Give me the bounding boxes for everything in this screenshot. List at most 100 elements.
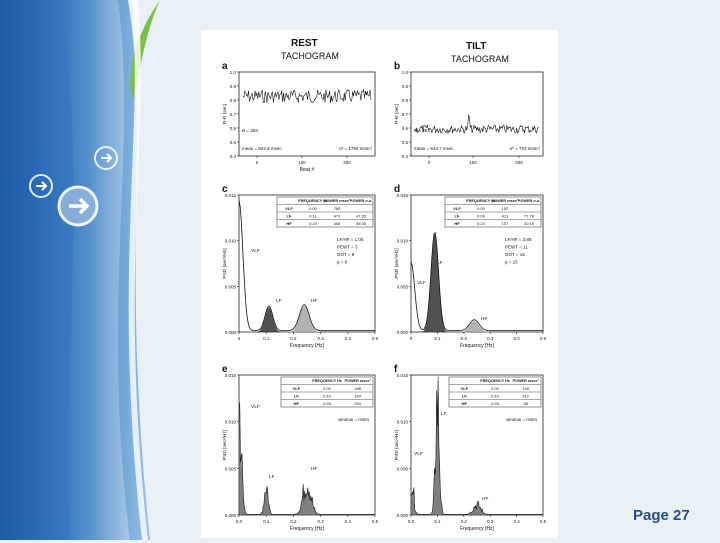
hf-band-area [239, 306, 375, 332]
mean-rr-text: mean = 644.7 msec [414, 146, 454, 151]
table-cell: HF [454, 221, 460, 226]
spectral-stat-text: p = 15 [505, 260, 518, 265]
y-axis-label: PSD [sec²/Hz] [222, 248, 228, 278]
hf-label: HF [481, 316, 487, 322]
x-tick-label: 0 [428, 160, 431, 165]
table-header: POWER msec² [324, 199, 351, 203]
table-cell: 107 [502, 221, 509, 226]
x-tick-label: 0.1 [434, 519, 441, 524]
table-cell: 479 [334, 214, 341, 219]
spectral-stat-text: PEWT = 11 [505, 245, 528, 250]
y-tick-label: 0.015 [397, 193, 409, 198]
lf-band-area [411, 234, 543, 332]
panel-letter: f [394, 364, 398, 375]
arrow-right-circle-icon [29, 174, 53, 198]
table-cell: 58 [523, 401, 528, 406]
y-axis-label: PSD [sec²/Hz] [222, 430, 228, 460]
x-tick-label: 0.5 [372, 519, 379, 524]
spectral-stat-text: PEWT = 3 [337, 245, 358, 250]
tilt-tachogram-label: TACHOGRAM [451, 54, 509, 64]
n-beats-text: N = 254 [414, 128, 430, 133]
table-cell: 413 [502, 214, 509, 219]
y-tick-label: 0.005 [225, 284, 237, 289]
panel-letter: a [222, 61, 228, 72]
table-cell: 0.00 [477, 206, 486, 211]
mean-rr-text: mean = 842.5 msec [242, 146, 282, 151]
table-header: FREQUENCY Hz [298, 199, 328, 203]
table-cell: 0.25 [491, 401, 500, 406]
spectral-stat-text: LF/HF = 1.05 [337, 237, 364, 242]
page-number: Page 27 [633, 507, 690, 524]
rest-tachogram-label: TACHOGRAM [281, 51, 339, 61]
x-tick-label: 0.4 [513, 336, 520, 341]
vlf-label: VLF [417, 280, 426, 286]
table-cell: HF [294, 401, 300, 406]
y-tick-label: 0.005 [397, 466, 409, 471]
table-cell: 47.35 [356, 214, 367, 219]
y-tick-label: 0.6 [402, 126, 409, 131]
y-tick-label: 1.0 [402, 70, 409, 75]
x-axis-label: Frequency [Hz] [460, 343, 495, 349]
variance-text: σ² = 1794 msec² [339, 146, 372, 151]
y-tick-label: 0.000 [225, 330, 237, 335]
y-tick-label: 0.6 [230, 126, 237, 131]
y-tick-label: 0.000 [397, 513, 409, 518]
table-cell: 458 [334, 221, 341, 226]
y-tick-label: 0.9 [230, 84, 237, 89]
y-tick-label: 0.5 [402, 140, 409, 145]
spectral-stat-text: OOT = 9 [337, 252, 355, 257]
panel-letter: e [222, 364, 228, 375]
hrv-figure: REST TACHOGRAM TILT TACHOGRAM 1.0 0.9 0.8 0… [201, 30, 558, 538]
psd-curve [410, 231, 543, 331]
lf-label: LF [269, 474, 275, 480]
variance-text: σ² = 723 msec² [510, 146, 541, 151]
y-tick-label: 0.5 [230, 140, 237, 145]
lf-label: LF [437, 260, 443, 266]
panel-a-rest-tachogram: 1.0 0.9 0.8 0.7 0.6 0.5 0.4 0 100 200 R-R [sec] Bea… [222, 61, 376, 173]
x-tick-label: 0.5 [540, 519, 547, 524]
lf-band-area [239, 307, 375, 332]
x-axis-label: Beat # [300, 167, 315, 173]
x-tick-label: 0.1 [263, 519, 270, 524]
table-cell: LF [294, 394, 299, 399]
y-tick-label: 0.005 [225, 466, 237, 471]
x-tick-label: 0.2 [290, 336, 297, 341]
y-tick-label: 0.8 [402, 98, 409, 103]
x-tick-label: 0.0 [236, 519, 243, 524]
table-cell: LF [287, 214, 292, 219]
x-tick-label: 200 [515, 160, 523, 165]
rest-heading: REST [291, 38, 318, 49]
table-cell: 164 [354, 394, 361, 399]
vlf-label: VLF [251, 404, 260, 410]
y-tick-label: 0.4 [402, 154, 409, 159]
table-cell: 0.10 [323, 394, 332, 399]
table-cell: 20.15 [524, 221, 535, 226]
table-cell: 45.05 [356, 221, 367, 226]
vlf-label: VLF [251, 248, 260, 254]
x-tick-label: 0.3 [317, 336, 324, 341]
x-tick-label: 0.5 [540, 336, 547, 341]
y-tick-label: 0.9 [402, 84, 409, 89]
x-tick-label: 0.5 [372, 336, 379, 341]
rr-interval-trace [414, 114, 539, 135]
table-cell: HF [462, 401, 468, 406]
y-tick-label: 0.015 [225, 373, 237, 378]
y-tick-label: 0.010 [397, 239, 409, 244]
arrow-right-circle-icon [57, 185, 99, 227]
y-tick-label: 0.010 [225, 239, 237, 244]
table-cell: 77.78 [524, 214, 535, 219]
table-header: FREQUENCY Hz [466, 199, 496, 203]
x-tick-label: 100 [469, 160, 477, 165]
table-cell: 288 [354, 386, 361, 391]
window-type-text: window = Hann [506, 417, 537, 422]
x-tick-label: 0 [238, 336, 241, 341]
table-cell: 0.00 [309, 206, 318, 211]
y-tick-label: 0.7 [230, 112, 237, 117]
y-tick-label: 0.010 [225, 420, 237, 425]
x-tick-label: 0.3 [487, 336, 494, 341]
table-cell: 785 [334, 206, 341, 211]
table-cell: 0.11 [309, 214, 317, 219]
hf-label: HF [311, 466, 317, 472]
